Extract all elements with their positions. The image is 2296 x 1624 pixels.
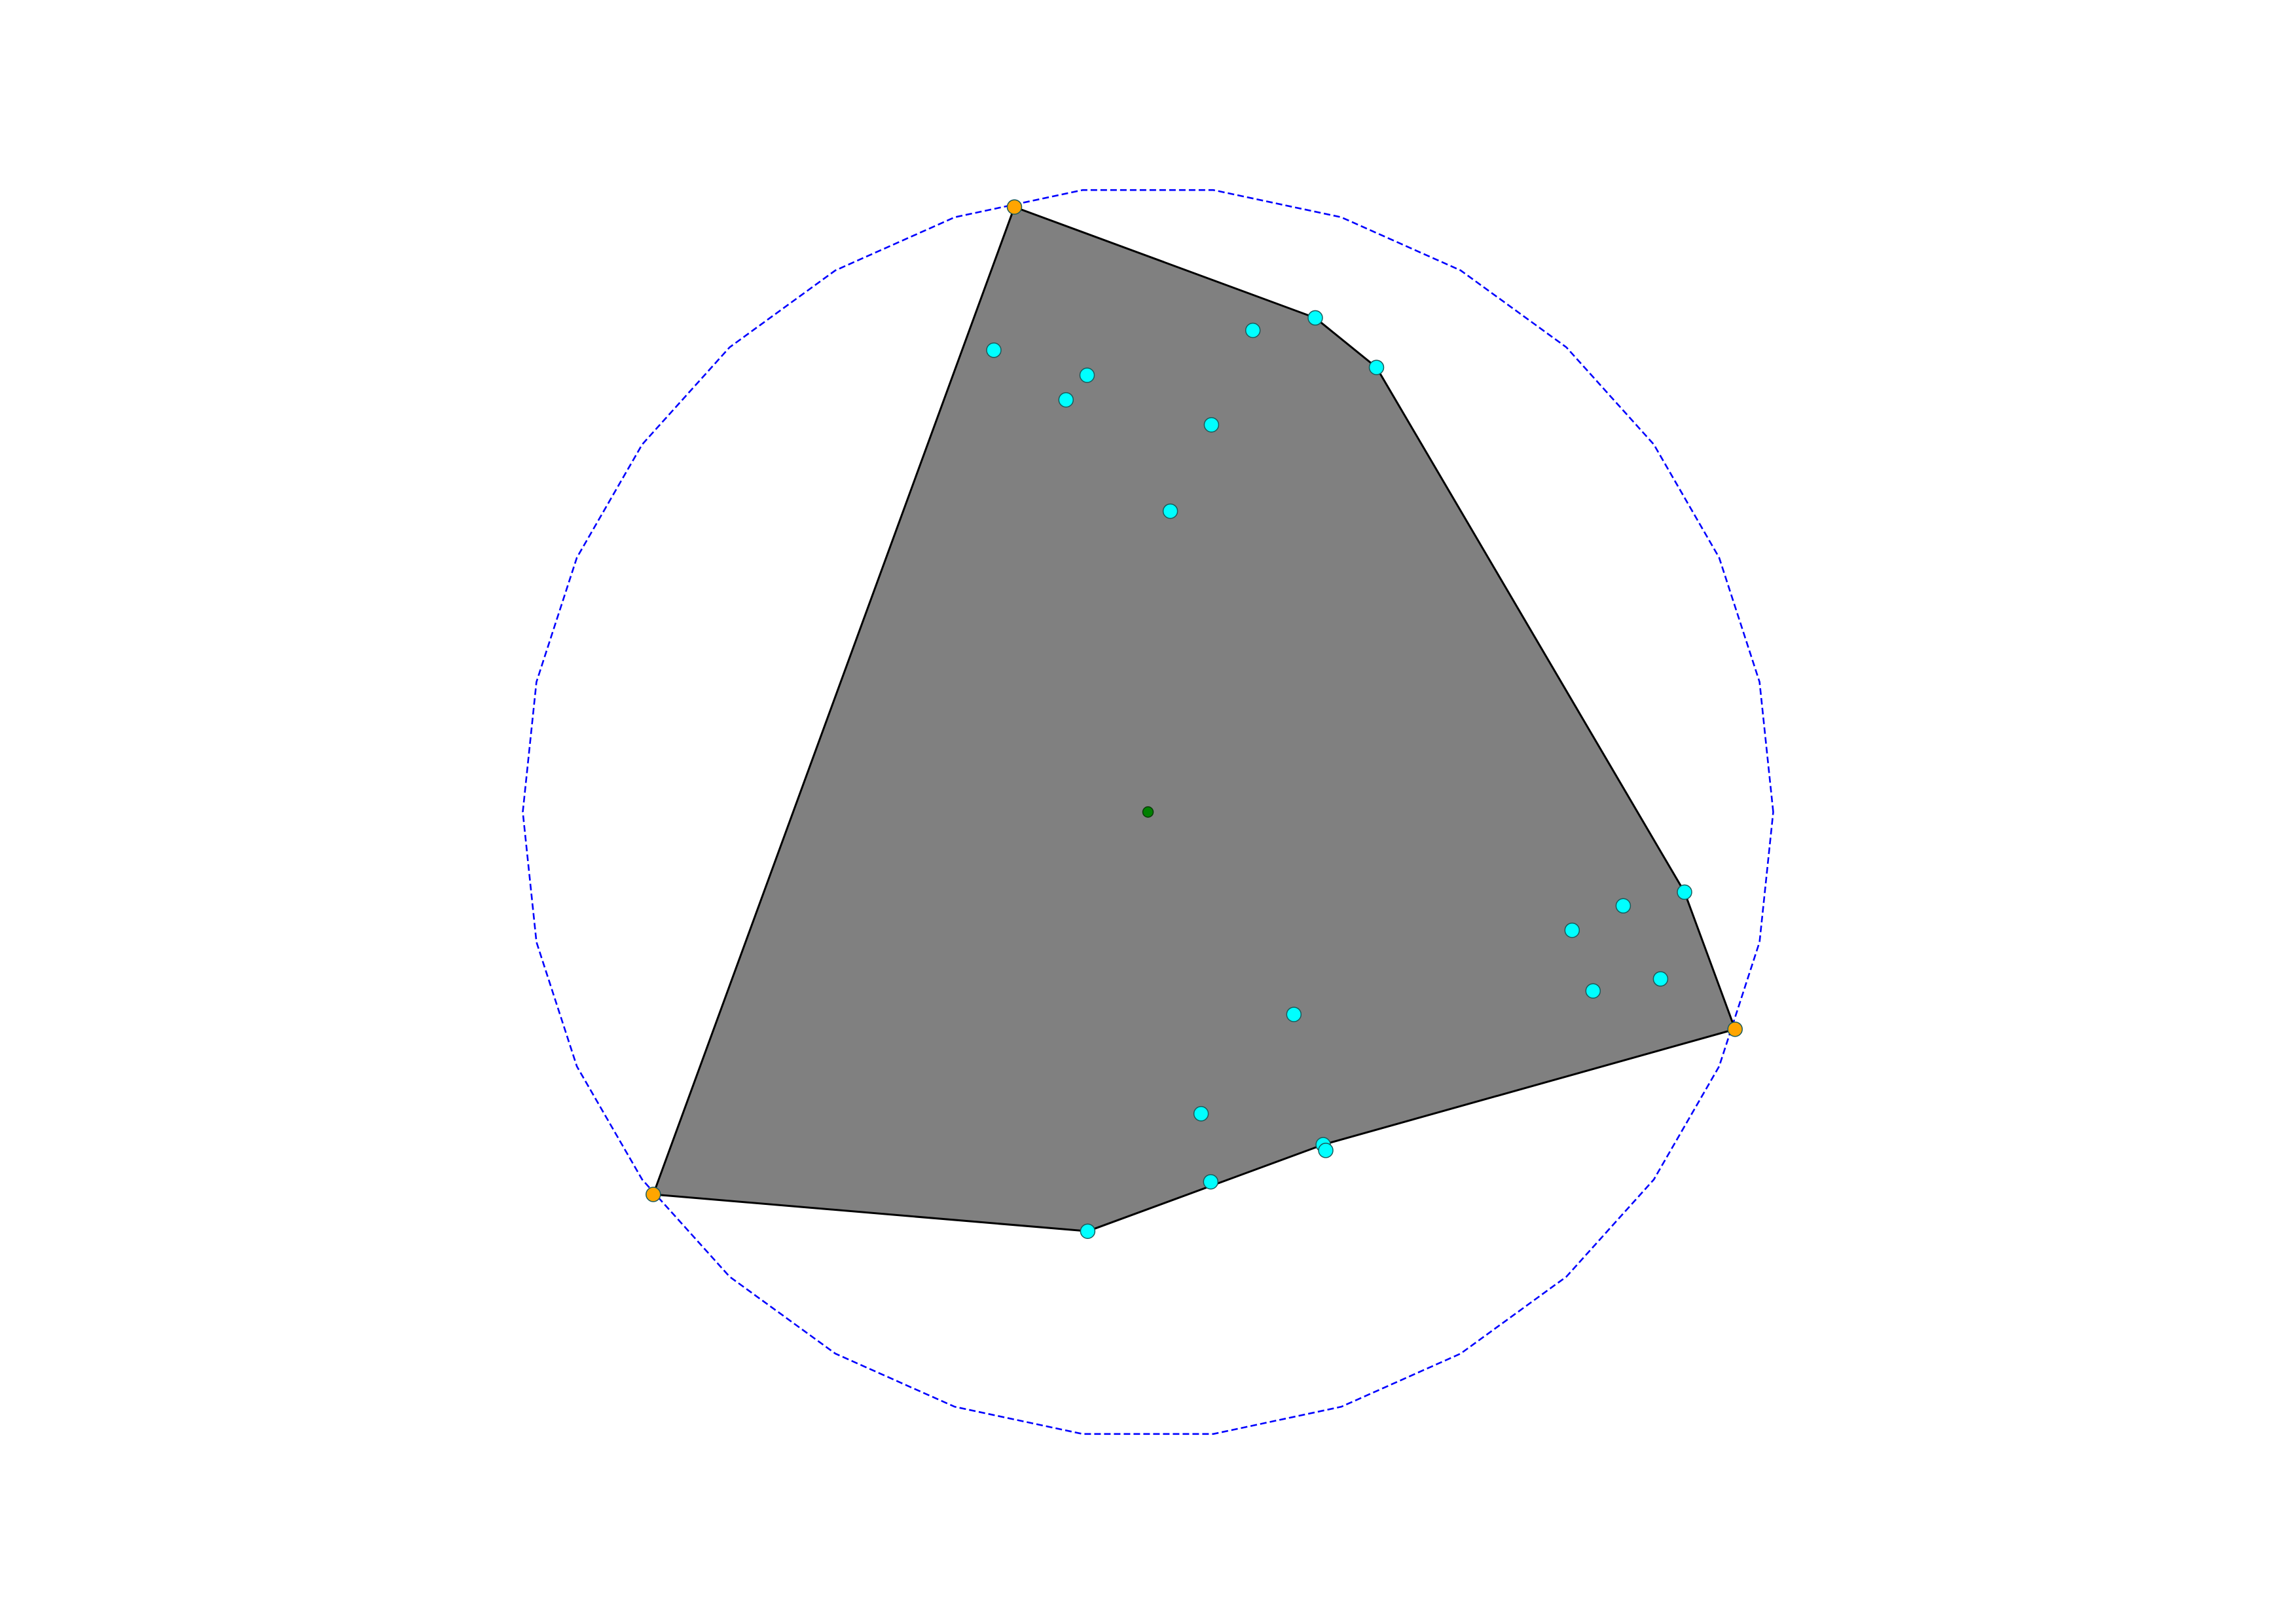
hull-vertex-point	[1080, 1223, 1096, 1239]
interior-point	[1615, 898, 1631, 914]
interior-point	[1652, 971, 1669, 987]
hull-vertex-point	[1368, 360, 1385, 375]
interior-point	[1203, 416, 1220, 433]
circle-support-point	[1006, 199, 1023, 215]
interior-point	[1203, 1173, 1219, 1190]
circle-support-point	[1727, 1021, 1743, 1037]
hull-vertex-point	[1677, 884, 1692, 900]
points-layer	[646, 199, 1743, 1239]
circle-support-point	[646, 1187, 661, 1202]
enclosing-circle	[522, 189, 1774, 1435]
circle-center-point	[1142, 806, 1154, 818]
interior-point	[1564, 922, 1580, 938]
interior-point	[1162, 503, 1178, 519]
interior-point	[1058, 392, 1074, 408]
interior-point	[986, 342, 1002, 358]
interior-point	[1245, 322, 1261, 339]
interior-point	[1585, 983, 1601, 999]
interior-point	[1318, 1143, 1334, 1158]
hull-vertex-point	[1307, 310, 1323, 326]
interior-point	[1286, 1006, 1302, 1022]
interior-point	[1193, 1106, 1209, 1122]
interior-point	[1079, 367, 1095, 383]
